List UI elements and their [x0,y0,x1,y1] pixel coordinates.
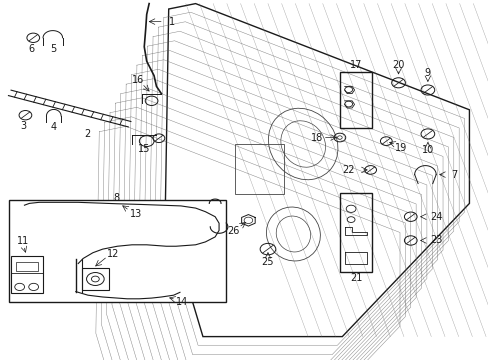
Text: 18: 18 [310,132,323,143]
Text: 23: 23 [429,235,442,246]
Text: 7: 7 [450,170,456,180]
Text: 3: 3 [20,121,26,131]
Text: 4: 4 [51,122,57,132]
Text: 21: 21 [349,273,362,283]
Bar [339,72,371,128]
Text: 12: 12 [107,249,120,259]
Text: 2: 2 [84,129,90,139]
Text: 6: 6 [29,44,35,54]
Text: 22: 22 [342,165,354,175]
Text: 19: 19 [394,143,407,153]
Text: 15: 15 [138,144,150,154]
Text: 25: 25 [261,257,274,267]
Polygon shape [165,4,468,337]
Bar [16,262,38,271]
Text: 8: 8 [113,193,119,203]
Text: 9: 9 [424,68,430,78]
Bar [82,268,109,290]
Text: 1: 1 [168,17,175,27]
Text: 13: 13 [129,209,142,219]
Bar [339,193,371,272]
Text: 24: 24 [429,212,442,222]
Text: 17: 17 [349,60,362,70]
Text: 5: 5 [51,44,57,54]
Text: 20: 20 [391,60,404,70]
Bar [234,144,283,194]
Text: 16: 16 [131,75,144,85]
Text: 26: 26 [227,226,240,236]
Bar [9,200,225,302]
Text: 14: 14 [175,297,188,307]
Bar [11,256,42,293]
Text: 10: 10 [421,145,433,156]
Text: 11: 11 [17,236,30,246]
